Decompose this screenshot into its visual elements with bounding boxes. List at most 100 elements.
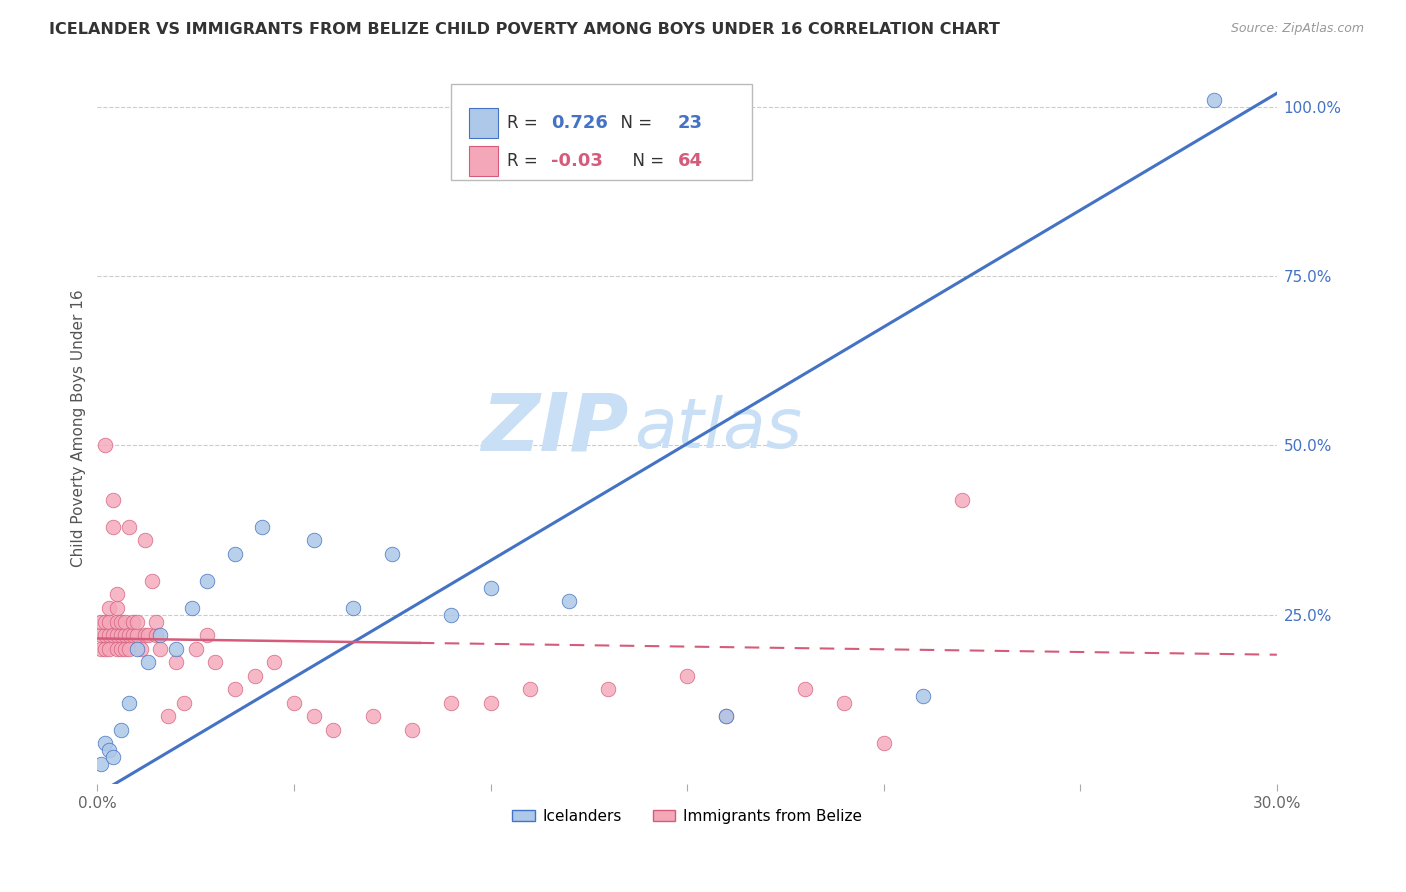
Point: [90, 615, 112, 629]
Point: [197, 628, 219, 642]
Point: [105, 628, 128, 642]
Point: [110, 641, 132, 656]
Point: [110, 615, 132, 629]
Point: [950, 492, 973, 507]
Point: [180, 601, 202, 615]
Legend: Icelanders, Immigrants from Belize: Icelanders, Immigrants from Belize: [506, 803, 869, 830]
Point: [90, 756, 112, 771]
Text: N =: N =: [623, 152, 669, 170]
Point: [94, 615, 117, 629]
Point: [105, 641, 128, 656]
Point: [118, 696, 141, 710]
Point: [138, 628, 160, 642]
Point: [134, 533, 156, 548]
Point: [165, 655, 187, 669]
Point: [110, 723, 132, 737]
Point: [149, 641, 172, 656]
Point: [114, 615, 136, 629]
Point: [101, 492, 124, 507]
Point: [149, 628, 172, 642]
Point: [114, 641, 136, 656]
Point: [121, 615, 143, 629]
Point: [118, 641, 141, 656]
Point: [125, 628, 148, 642]
Point: [834, 696, 856, 710]
Point: [141, 574, 163, 588]
Point: [114, 628, 136, 642]
Point: [125, 615, 148, 629]
Point: [94, 736, 117, 750]
Point: [283, 696, 305, 710]
Point: [598, 682, 620, 697]
Point: [558, 594, 581, 608]
Point: [118, 628, 141, 642]
Point: [794, 682, 817, 697]
Point: [204, 655, 226, 669]
Text: 23: 23: [678, 114, 703, 132]
Point: [197, 574, 219, 588]
Point: [134, 628, 156, 642]
Point: [184, 641, 207, 656]
Text: Source: ZipAtlas.com: Source: ZipAtlas.com: [1230, 22, 1364, 36]
Point: [98, 601, 121, 615]
Point: [263, 655, 285, 669]
Point: [98, 628, 121, 642]
Text: R =: R =: [506, 152, 543, 170]
Text: ZIP: ZIP: [481, 390, 628, 467]
Point: [110, 628, 132, 642]
FancyBboxPatch shape: [451, 84, 752, 179]
Point: [165, 641, 187, 656]
Point: [94, 628, 117, 642]
Point: [98, 641, 121, 656]
Point: [98, 615, 121, 629]
Point: [94, 641, 117, 656]
Point: [401, 723, 423, 737]
Point: [911, 689, 934, 703]
Point: [224, 682, 246, 697]
Point: [145, 628, 167, 642]
Text: N =: N =: [610, 114, 658, 132]
Point: [224, 547, 246, 561]
FancyBboxPatch shape: [468, 108, 498, 137]
Point: [157, 709, 180, 723]
Y-axis label: Child Poverty Among Boys Under 16: Child Poverty Among Boys Under 16: [72, 290, 86, 567]
Point: [145, 615, 167, 629]
Text: 0.726: 0.726: [551, 114, 609, 132]
Text: atlas: atlas: [634, 395, 801, 462]
Point: [94, 438, 117, 452]
Point: [252, 519, 274, 533]
Point: [173, 696, 195, 710]
Point: [361, 709, 384, 723]
Point: [302, 709, 325, 723]
Point: [98, 743, 121, 757]
Point: [101, 750, 124, 764]
Point: [101, 628, 124, 642]
Point: [138, 655, 160, 669]
Point: [129, 641, 152, 656]
Text: ICELANDER VS IMMIGRANTS FROM BELIZE CHILD POVERTY AMONG BOYS UNDER 16 CORRELATIO: ICELANDER VS IMMIGRANTS FROM BELIZE CHIL…: [49, 22, 1000, 37]
FancyBboxPatch shape: [468, 146, 498, 176]
Point: [1202, 93, 1225, 107]
Point: [322, 723, 344, 737]
Point: [90, 628, 112, 642]
Point: [676, 669, 699, 683]
Point: [381, 547, 404, 561]
Point: [125, 641, 148, 656]
Point: [716, 709, 738, 723]
Point: [479, 696, 502, 710]
Point: [118, 519, 141, 533]
Text: -0.03: -0.03: [551, 152, 603, 170]
Point: [519, 682, 541, 697]
Point: [105, 615, 128, 629]
Point: [302, 533, 325, 548]
Point: [243, 669, 266, 683]
Point: [90, 641, 112, 656]
Point: [342, 601, 364, 615]
Point: [105, 601, 128, 615]
Point: [716, 709, 738, 723]
Point: [873, 736, 896, 750]
Point: [440, 696, 463, 710]
Point: [440, 607, 463, 622]
Point: [479, 581, 502, 595]
Point: [105, 587, 128, 601]
